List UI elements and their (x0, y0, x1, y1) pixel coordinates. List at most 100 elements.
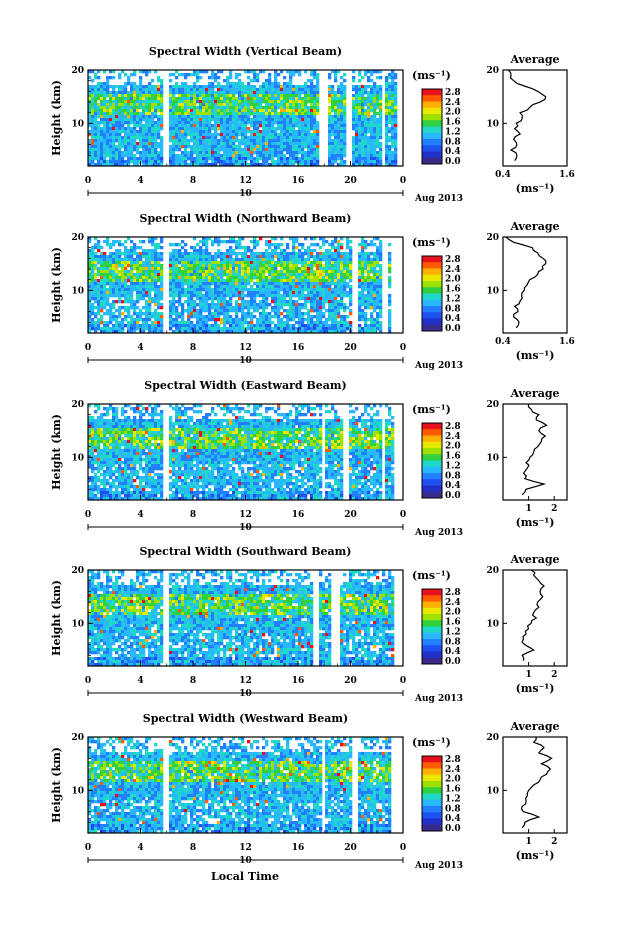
average-y-tick-label: 10 (486, 619, 499, 629)
average-y-tick-label: 10 (486, 119, 499, 129)
colorbar-band (422, 657, 442, 665)
colorbar-unit: (ms⁻¹) (412, 736, 451, 749)
colorbar-band (422, 781, 442, 788)
colorbar-tick-label: 0.8 (445, 304, 461, 314)
colorbar-band (422, 601, 442, 609)
x-tick-label: 12 (239, 843, 252, 853)
colorbar-band (422, 806, 442, 813)
colorbar-tick-label: 2.4 (445, 598, 461, 608)
colorbar-band (422, 95, 442, 102)
colorbar-band (422, 101, 442, 109)
colorbar-band (422, 268, 442, 276)
colorbar-tick-label: 2.8 (445, 588, 461, 598)
colorbar-tick-label: 2.0 (445, 442, 461, 452)
x-tick-label: 0 (400, 676, 406, 686)
x-tick-label: 8 (190, 510, 196, 520)
colorbar-band (422, 139, 442, 146)
colorbar-band (422, 824, 442, 832)
average-x-tick-label: 0.4 (495, 170, 511, 180)
colorbar-tick-label: 0.4 (445, 481, 461, 491)
colorbar-unit: (ms⁻¹) (412, 236, 451, 249)
x-tick-label: 12 (239, 343, 252, 353)
y-axis-label: Height (km) (50, 414, 63, 490)
x-tick-label: 8 (190, 843, 196, 853)
x-tick-label: 0 (400, 843, 406, 853)
average-profile-line (507, 69, 547, 162)
colorbar-band (422, 423, 442, 430)
average-y-tick-label: 10 (486, 786, 499, 796)
colorbar-tick-label: 1.6 (445, 618, 461, 628)
x-tick-label: 0 (85, 676, 91, 686)
colorbar-tick-label: 2.4 (445, 98, 461, 108)
colorbar-band (422, 262, 442, 269)
average-x-unit: (ms⁻¹) (516, 682, 555, 695)
colorbar-band (422, 318, 442, 326)
colorbar-band (422, 145, 442, 152)
y-tick-label: 20 (71, 566, 84, 576)
colorbar-band (422, 595, 442, 602)
y-axis-label: Height (km) (50, 80, 63, 156)
heatmap-cells (88, 737, 392, 834)
y-axis-label: Height (km) (50, 247, 63, 323)
panel-title: Spectral Width (Eastward Beam) (144, 379, 346, 392)
x-tick-label: 20 (344, 176, 357, 186)
colorbar-tick-label: 1.2 (445, 461, 461, 471)
average-profile-line (521, 403, 548, 496)
colorbar-band (422, 460, 442, 468)
colorbar-band (422, 787, 442, 794)
x-tick-label: 4 (137, 676, 143, 686)
x-tick-label: 0 (85, 176, 91, 186)
x-tick-label: 4 (137, 510, 143, 520)
y-axis-label: Height (km) (50, 747, 63, 823)
colorbar-band (422, 299, 442, 307)
colorbar-tick-label: 1.2 (445, 127, 461, 137)
y-tick-label: 20 (71, 733, 84, 743)
colorbar-tick-label: 1.6 (445, 452, 461, 462)
x-tick-label: 0 (85, 343, 91, 353)
month-label: Aug 2013 (414, 194, 463, 204)
date-label: 10 (239, 523, 252, 533)
colorbar-band (422, 441, 442, 449)
average-x-tick-label: 1 (525, 670, 531, 680)
panel-title: Spectral Width (Northward Beam) (140, 212, 352, 225)
colorbar-tick-label: 1.2 (445, 627, 461, 637)
colorbar-band (422, 818, 442, 826)
colorbar-band (422, 620, 442, 627)
y-tick-label: 10 (71, 286, 84, 296)
colorbar-tick-label: 2.0 (445, 275, 461, 285)
x-tick-label: 16 (292, 843, 305, 853)
x-tick-label: 0 (400, 343, 406, 353)
date-label: 10 (239, 189, 252, 199)
heatmap-cells (88, 404, 395, 501)
colorbar-tick-label: 0.4 (445, 314, 461, 324)
x-tick-label: 20 (344, 510, 357, 520)
x-tick-label: 20 (344, 843, 357, 853)
average-profile-line (521, 569, 545, 661)
colorbar-unit: (ms⁻¹) (412, 69, 451, 82)
colorbar-band (422, 157, 442, 165)
colorbar-frame (421, 88, 443, 165)
average-y-tick-label: 10 (486, 286, 499, 296)
colorbar-band (422, 651, 442, 659)
colorbar-band (422, 626, 442, 634)
colorbar-tick-label: 2.4 (445, 765, 461, 775)
x-tick-label: 4 (137, 843, 143, 853)
colorbar-band (422, 589, 442, 596)
x-tick-label: 8 (190, 176, 196, 186)
x-tick-label: 4 (137, 343, 143, 353)
x-tick-label: 16 (292, 510, 305, 520)
colorbar-band (422, 306, 442, 313)
colorbar-band (422, 607, 442, 615)
x-tick-label: 8 (190, 676, 196, 686)
x-tick-label: 16 (292, 676, 305, 686)
y-tick-label: 20 (71, 233, 84, 243)
colorbar-tick-label: 2.0 (445, 108, 461, 118)
colorbar-tick-label: 1.6 (445, 285, 461, 295)
x-tick-label: 16 (292, 343, 305, 353)
average-frame (502, 569, 568, 667)
average-title: Average (509, 53, 559, 66)
colorbar-tick-label: 2.0 (445, 775, 461, 785)
x-tick-label: 12 (239, 510, 252, 520)
y-tick-label: 10 (71, 619, 84, 629)
